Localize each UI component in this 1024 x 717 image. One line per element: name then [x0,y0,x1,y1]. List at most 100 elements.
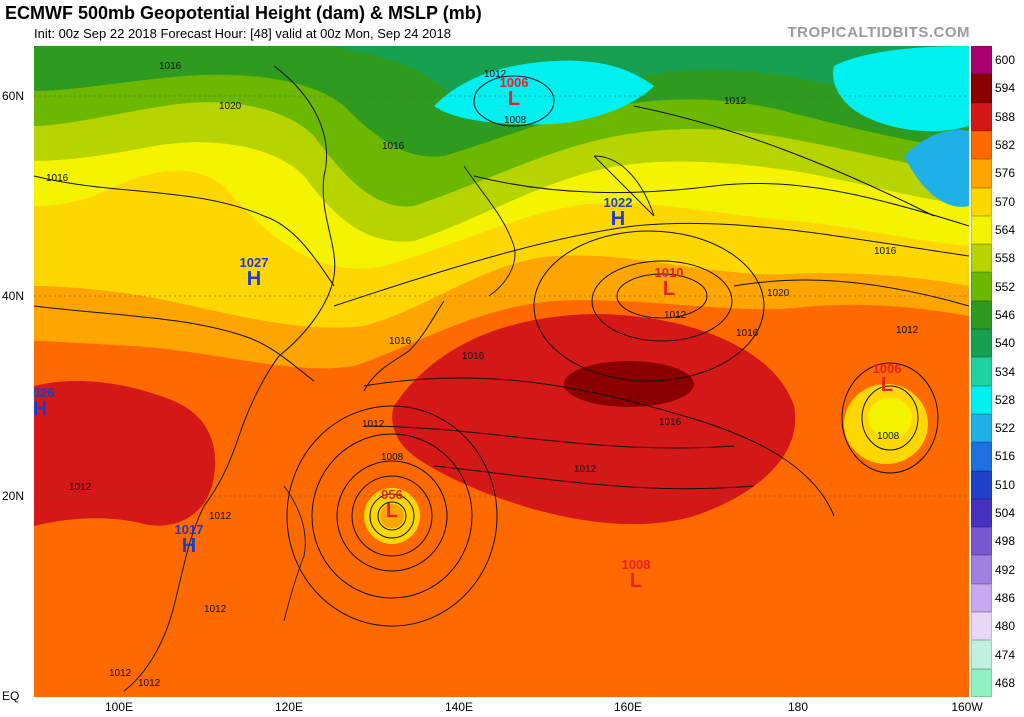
colorbar-legend: 600 594 588 582 576 570 564 558 552 546 540 534 528 5… [969,46,1024,697]
low-center: 1008 L [616,558,656,591]
isobar-label: 1008 [877,431,900,442]
typhoon-eye-582 [380,504,404,528]
map-panel: 1006 L 1022 H 1010 L 1027 H 1006 L 956 L 1017 H… [34,46,969,697]
colorbar-swatch [971,583,992,613]
isobar-label: 1012 [484,69,507,80]
lon-label: 160E [613,700,643,714]
colorbar-label: 558 [995,251,1016,266]
colorbar-swatch [971,46,992,75]
colorbar-swatch [971,244,992,273]
colorbar-label: 486 [995,590,1016,605]
low-center: 1006 L [494,76,534,109]
isobar-label: 1012 [69,482,92,493]
isobar-label: 1012 [574,464,597,475]
coastline-japan [363,300,445,392]
lon-label: 140E [444,700,474,714]
colorbar-swatch [971,187,992,216]
colorbar-label: 528 [995,392,1016,407]
colorbar-swatch [971,130,992,160]
system-value: 1017 [174,522,204,537]
colorbar-label: 492 [995,562,1016,577]
colorbar-label: 540 [995,336,1016,351]
system-letter: H [610,208,626,230]
isobar-label: 1016 [736,328,759,339]
isobar-label: 1008 [504,115,527,126]
typhoon-low-center: 956 L [372,488,412,521]
colorbar-swatch [971,357,992,386]
colorbar-label: 468 [995,675,1016,690]
isobar-label: 1016 [462,351,485,362]
colorbar-swatch [971,470,992,499]
isobar-label: 1016 [46,173,69,184]
isobar-label: 1012 [896,325,919,336]
colorbar-label: 516 [995,449,1016,464]
coastline-asia [123,65,336,692]
system-letter: H [246,268,262,290]
coastline-philippines [283,485,306,622]
isobar-label: 1020 [767,288,790,299]
band-534-east [833,46,969,132]
lon-label: 120E [274,700,304,714]
colorbar-label: 594 [995,81,1016,96]
lon-label: 160W [951,700,983,714]
colorbar-label: 504 [995,506,1016,521]
system-value: 1010 [654,265,684,280]
system-value: 1022 [603,195,633,210]
high-center: 1027 H [234,256,274,289]
system-letter: L [629,570,643,592]
low-center: 1006 L [867,362,907,395]
cutoff-low-570 [868,398,912,438]
colorbar-label: 576 [995,166,1016,181]
band-588-west [34,381,216,526]
colorbar-label: 510 [995,477,1016,492]
system-letter: H [181,535,197,557]
isobar-label: 1012 [664,310,687,321]
isobar-label: 1016 [659,417,682,428]
coastline-sakhalin [463,165,516,297]
system-letter: L [662,278,676,300]
colorbar-label: 588 [995,109,1016,124]
system-value: 1008 [621,557,651,572]
isobar-label: 1016 [382,141,405,152]
system-value: 1026 [34,385,55,400]
lat-label: 20N [2,489,25,503]
colorbar-swatch [971,329,992,358]
colorbar-swatch [971,640,992,669]
isobar-label: 1016 [874,246,897,257]
band-528-east [904,129,969,207]
isobar-label: 1012 [362,419,385,430]
colorbar-swatch [971,215,992,245]
high-center: 1017 H [169,523,209,556]
isobar-label: 1012 [209,511,232,522]
colorbar-swatch [971,385,992,414]
lon-label: 180 [787,700,809,714]
lat-label: 40N [2,289,25,303]
band-588-ridge [392,314,796,525]
graticule [34,95,969,497]
colorbar-swatch [971,272,992,301]
colorbar-label: 534 [995,364,1016,379]
colorbar-label: 570 [995,194,1016,209]
isobar-label: 1012 [109,668,132,679]
colorbar-label: 582 [995,138,1016,153]
colorbar-label: 480 [995,619,1016,634]
colorbar-label: 546 [995,307,1016,322]
isobar-label: 1012 [724,96,747,107]
colorbar-label: 522 [995,421,1016,436]
colorbar-swatch [971,413,992,443]
lat-label: EQ [2,689,20,703]
brand-watermark: TROPICALTIDBITS.COM [787,24,970,41]
system-value: 1027 [239,255,269,270]
system-value: 1006 [499,75,529,90]
colorbar-swatch [971,612,992,641]
isobar-label: 1008 [381,452,404,463]
system-letter: L [507,88,521,110]
isobar-label: 1016 [159,61,182,72]
isobar-label: 1012 [204,604,227,615]
colorbar-swatch [971,74,992,103]
colorbar-label: 600 [995,53,1016,68]
coastline-kamchatka [593,155,655,217]
lat-label: 60N [2,89,25,103]
isobar-lines [34,75,969,627]
map-subtitle: Init: 00z Sep 22 2018 Forecast Hour: [48… [34,26,451,41]
